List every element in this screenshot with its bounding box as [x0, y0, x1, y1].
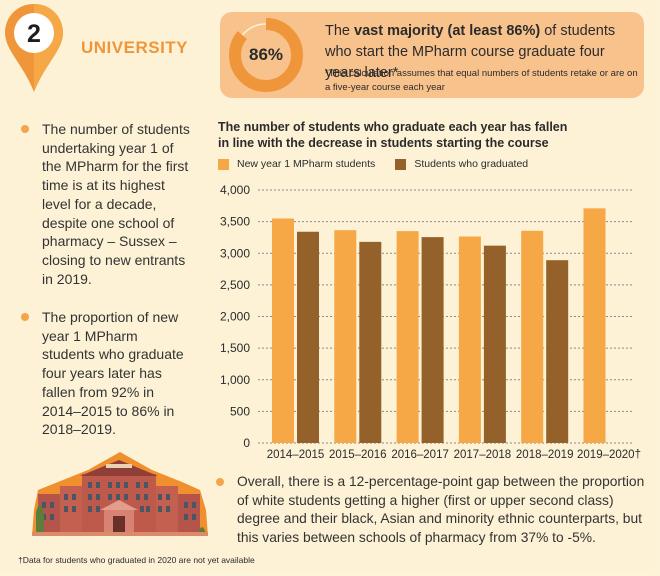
y-tick-label: 3,500: [220, 215, 250, 229]
bar-graduated: [297, 231, 319, 443]
bar-graduated: [483, 245, 506, 443]
y-tick-label: 2,500: [220, 278, 250, 292]
section-title: UNIVERSITY: [81, 38, 189, 57]
bullet-item: The proportion of new year 1 MPharm stud…: [21, 308, 192, 439]
bullet-item: Overall, there is a 12-percentage-point …: [216, 473, 647, 547]
legend-item-new-students: New year 1 MPharm students: [218, 158, 375, 170]
x-tick-label: 2016–2017: [391, 449, 449, 461]
legend-label: Students who graduated: [414, 158, 529, 170]
bar-graduated: [546, 260, 569, 443]
bullet-item: The number of students undertaking year …: [21, 120, 192, 288]
y-tick-label: 3,000: [220, 246, 250, 260]
y-tick-label: 1,000: [220, 373, 250, 387]
bullet-text: The number of students undertaking year …: [42, 121, 190, 287]
stat-text-suffix: of students who start the MPharm course …: [325, 23, 616, 81]
stat-text-prefix: The: [325, 23, 355, 39]
y-tick-label: 1,500: [220, 341, 250, 355]
legend-swatch: [395, 158, 407, 170]
y-tick-label: 500: [230, 404, 250, 418]
x-tick-label: 2019–2020†: [577, 449, 641, 461]
stat-footnote: *This calculation assumes that equal num…: [325, 68, 638, 93]
x-tick-label: 2014–2015: [267, 449, 325, 461]
bullet-text: Overall, there is a 12-percentage-point …: [237, 474, 645, 545]
section-number: 2: [27, 20, 41, 48]
x-tick-label: 2017–2018: [454, 449, 512, 461]
bar-new-students: [334, 230, 357, 443]
chart-title: The number of students who graduate each…: [218, 120, 568, 150]
donut-ring: [229, 18, 303, 92]
legend-swatch: [218, 158, 229, 170]
bar-graduated: [421, 237, 444, 443]
donut-progress: [229, 18, 303, 92]
bullet-text: The proportion of new year 1 MPharm stud…: [42, 309, 184, 438]
bar-graduated: [359, 241, 382, 443]
stat-headline: The vast majority (at least 86%) of stud…: [325, 21, 640, 84]
bullet-dot-icon: [216, 478, 224, 486]
stat-callout: 86% The vast majority (at least 86%) of …: [220, 12, 644, 98]
bar-new-students: [583, 208, 606, 443]
bar-new-students: [458, 236, 481, 443]
bar-new-students: [396, 231, 419, 443]
university-building-icon: [32, 452, 208, 536]
footnote: †Data for students who graduated in 2020…: [18, 555, 255, 565]
legend-item-graduated: Students who graduated: [395, 158, 528, 170]
bar-new-students: [521, 230, 544, 443]
x-tick-label: 2015–2016: [329, 449, 387, 461]
chart-legend: New year 1 MPharm students Students who …: [218, 158, 548, 170]
donut-value: 86%: [248, 45, 284, 64]
stat-text-bold: vast majority (at least 86%): [354, 23, 541, 39]
location-pin-icon: 2: [5, 4, 63, 92]
y-tick-label: 4,000: [220, 183, 250, 197]
x-tick-label: 2018–2019: [516, 449, 574, 461]
bar-new-students: [272, 218, 294, 443]
y-tick-label: 0: [243, 436, 250, 450]
bullet-dot-icon: [21, 125, 29, 133]
bullet-dot-icon: [21, 313, 29, 321]
legend-label: New year 1 MPharm students: [237, 158, 376, 170]
y-tick-label: 2,000: [220, 310, 250, 324]
